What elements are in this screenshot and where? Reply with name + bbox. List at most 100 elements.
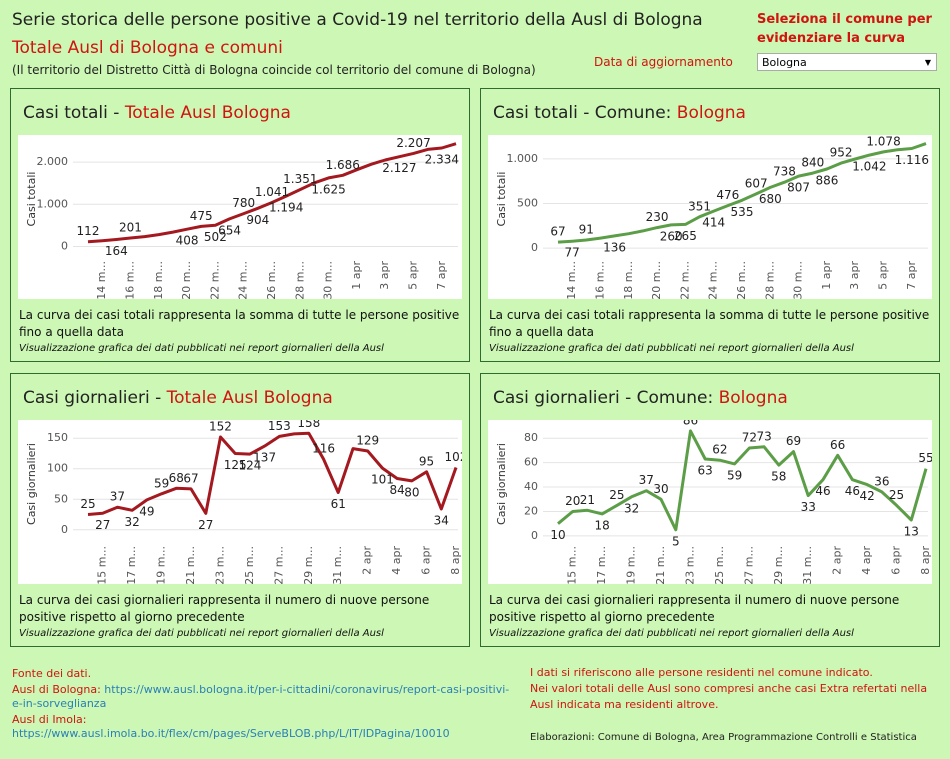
source-title: Fonte dei dati. xyxy=(12,667,92,680)
data-label: 66 xyxy=(830,438,845,452)
data-label: 95 xyxy=(419,454,434,468)
y-tick-label: 0 xyxy=(61,523,68,536)
data-label: 475 xyxy=(190,209,213,223)
x-tick-label: 8 apr xyxy=(449,546,462,575)
data-label: 904 xyxy=(246,213,269,227)
dropdown-value[interactable]: Bologna xyxy=(762,56,807,69)
data-label: 260 xyxy=(660,229,683,243)
chart-title: Casi totali - Comune: Bologna xyxy=(493,103,746,123)
plot-area: Casi totali 0 500 1.000 14 m... 16 m... 18 m..… xyxy=(488,135,932,299)
x-tick-label: 1 apr xyxy=(820,261,833,290)
data-label: 502 xyxy=(204,230,227,244)
plot-area: Casi totali 0 1.000 2.000 14 m... 16 m... 18 m… xyxy=(18,135,462,299)
data-label: 80 xyxy=(404,485,419,499)
data-label: 1.625 xyxy=(311,182,345,196)
data-label: 230 xyxy=(646,210,669,224)
y-axis-title: Casi totali xyxy=(25,172,38,227)
chart-description: La curva dei casi totali rappresenta la … xyxy=(19,308,460,339)
chart-title-highlight: Totale Ausl Bologna xyxy=(124,103,291,123)
data-label: 32 xyxy=(125,515,140,529)
update-label: Data di aggiornamento xyxy=(594,55,733,69)
x-tick-label: 18 m... xyxy=(152,261,165,299)
data-label: 27 xyxy=(198,518,213,532)
x-tick-label: 26 m... xyxy=(735,261,748,299)
y-axis-title: Casi giornalieri xyxy=(25,443,38,525)
bologna-link[interactable]: https://www.ausl.bologna.it/per-i-cittad… xyxy=(12,683,510,710)
page-subtitle: Totale Ausl di Bologna e comuni xyxy=(12,38,283,58)
data-label: 25 xyxy=(80,497,95,511)
data-label: 72 xyxy=(742,430,757,444)
x-tick-label: 19 m... xyxy=(155,546,168,584)
x-tick-label: 16 m... xyxy=(593,261,606,299)
page-note: (Il territorio del Distretto Città di Bo… xyxy=(12,63,536,77)
data-label: 2.127 xyxy=(382,161,416,175)
chart-description: La curva dei casi giornalieri rappresent… xyxy=(19,593,430,624)
data-label: 840 xyxy=(801,156,824,170)
data-label: 69 xyxy=(786,434,801,448)
data-label: 886 xyxy=(815,174,838,188)
data-label: 55 xyxy=(918,451,932,465)
data-label: 42 xyxy=(859,489,874,503)
x-tick-label: 2 apr xyxy=(361,546,374,575)
y-axis-title: Casi totali xyxy=(495,172,508,227)
data-label: 807 xyxy=(787,181,810,195)
data-label: 5 xyxy=(672,534,680,548)
data-label: 265 xyxy=(674,229,697,243)
data-label: 2.207 xyxy=(396,136,430,150)
y-tick-label: 40 xyxy=(524,480,538,493)
comune-dropdown[interactable]: Bologna ▼ xyxy=(757,53,937,71)
chart-title: Casi giornalieri - Totale Ausl Bologna xyxy=(23,388,333,408)
chart-source-note: Visualizzazione grafica dei dati pubblic… xyxy=(489,343,854,354)
x-tick-label: 17 m... xyxy=(125,546,138,584)
data-label: 21 xyxy=(580,493,595,507)
x-tick-label: 19 m... xyxy=(625,546,638,584)
chart-title-highlight: Bologna xyxy=(718,388,788,408)
data-label: 20 xyxy=(565,494,580,508)
x-tick-label: 30 m... xyxy=(322,261,335,299)
bologna-label: Ausl di Bologna: xyxy=(12,683,101,696)
data-label: 58 xyxy=(771,470,786,484)
data-label: 1.686 xyxy=(326,158,360,172)
x-tick-label: 25 m... xyxy=(713,546,726,584)
imola-link[interactable]: https://www.ausl.imola.bo.it/flex/cm/pag… xyxy=(12,727,450,740)
x-tick-label: 26 m... xyxy=(265,261,278,299)
data-label: 351 xyxy=(688,199,711,213)
data-label: 116 xyxy=(312,441,335,455)
data-label: 46 xyxy=(845,484,860,498)
data-label: 102 xyxy=(445,450,462,464)
data-label: 30 xyxy=(653,482,668,496)
select-label: Seleziona il comune per evidenziare la c… xyxy=(757,12,932,46)
x-tick-label: 20 m... xyxy=(650,261,663,299)
data-label: 607 xyxy=(745,176,768,190)
chart-source-note: Visualizzazione grafica dei dati pubblic… xyxy=(489,628,854,639)
plot-area: Casi giornalieri 0 20 40 60 80 15 m... 17 m... 1… xyxy=(488,420,932,584)
dropdown-arrow[interactable]: ▼ xyxy=(924,58,931,67)
x-tick-label: 22 m... xyxy=(208,261,221,299)
x-tick-label: 3 apr xyxy=(378,261,391,290)
data-label: 84 xyxy=(389,483,404,497)
y-tick-label: 80 xyxy=(524,431,538,444)
y-tick-label: 50 xyxy=(54,492,68,505)
data-label: 152 xyxy=(209,420,232,433)
data-line xyxy=(557,142,927,244)
data-label: 33 xyxy=(801,500,816,514)
data-label: 476 xyxy=(716,188,739,202)
y-axis-title: Casi giornalieri xyxy=(495,443,508,525)
chart-title: Casi giornalieri - Comune: Bologna xyxy=(493,388,788,408)
data-label: 37 xyxy=(639,473,654,487)
data-label: 535 xyxy=(731,205,754,219)
data-label: 137 xyxy=(253,451,276,465)
x-tick-label: 5 apr xyxy=(407,261,420,290)
data-label: 67 xyxy=(183,471,198,485)
x-tick-label: 20 m... xyxy=(180,261,193,299)
data-label: 73 xyxy=(756,429,771,443)
x-tick-label: 27 m... xyxy=(742,546,755,584)
bologna-source: Ausl di Bologna: https://www.ausl.bologn… xyxy=(12,683,512,711)
chart-description: La curva dei casi totali rappresenta la … xyxy=(489,308,930,339)
y-tick-label: 60 xyxy=(524,456,538,469)
y-tick-label: 0 xyxy=(531,241,538,254)
x-tick-label: 4 apr xyxy=(860,546,873,575)
chart-panel: Casi giornalieri - Comune: Bologna Casi g… xyxy=(480,373,940,647)
data-label: 27 xyxy=(95,518,110,532)
x-tick-label: 31 m... xyxy=(331,546,344,584)
